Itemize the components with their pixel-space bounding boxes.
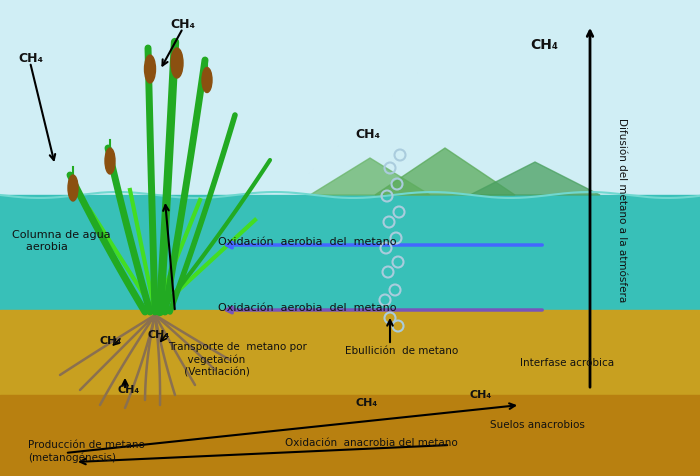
Text: Oxidación  aerobia  del  metano: Oxidación aerobia del metano <box>218 237 396 247</box>
Text: CH₄: CH₄ <box>170 18 195 31</box>
Polygon shape <box>375 148 515 195</box>
Ellipse shape <box>144 55 155 83</box>
Ellipse shape <box>105 148 115 174</box>
Text: CH₄: CH₄ <box>100 336 122 346</box>
Text: CH₄: CH₄ <box>355 128 380 141</box>
Text: CH₄: CH₄ <box>470 390 492 400</box>
Text: CH₄: CH₄ <box>148 330 170 340</box>
Ellipse shape <box>202 68 212 92</box>
Text: Interfase acróbica: Interfase acróbica <box>520 358 614 368</box>
Text: Difusión del metano a la atmósfera: Difusión del metano a la atmósfera <box>617 118 627 302</box>
Text: Oxidación  aerobia  del  metano: Oxidación aerobia del metano <box>218 303 396 313</box>
Text: CH₄: CH₄ <box>530 38 558 52</box>
Text: CH₄: CH₄ <box>355 398 377 408</box>
Text: CH₄: CH₄ <box>18 52 43 65</box>
Text: Ebullición  de metano: Ebullición de metano <box>345 346 459 356</box>
Text: Transporte de  metano por
      vegetación
     (Ventilación): Transporte de metano por vegetación (Ven… <box>168 342 307 377</box>
Polygon shape <box>470 162 600 195</box>
Text: Oxidación  anacrobia del metano: Oxidación anacrobia del metano <box>285 438 458 448</box>
Ellipse shape <box>68 175 78 201</box>
Ellipse shape <box>171 48 183 78</box>
Polygon shape <box>310 158 430 195</box>
Text: Columna de agua
    aerobia: Columna de agua aerobia <box>12 230 111 252</box>
Text: CH₄: CH₄ <box>118 385 140 395</box>
Text: Producción de metano
(metanogénesis): Producción de metano (metanogénesis) <box>28 440 145 463</box>
Text: Suelos anacrobios: Suelos anacrobios <box>490 420 585 430</box>
